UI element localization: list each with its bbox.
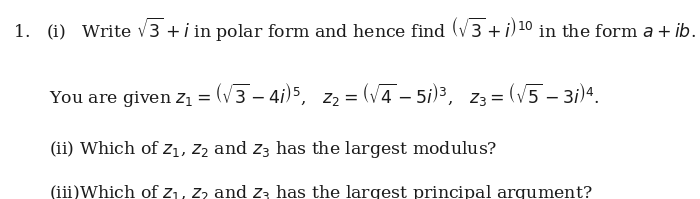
Text: 1.   (i)   Write $\sqrt{3}+i$ in polar form and hence find $\left(\sqrt{3}+i\rig: 1. (i) Write $\sqrt{3}+i$ in polar form … (13, 14, 696, 43)
Text: You are given $z_1 = \left(\sqrt{3}-4i\right)^{5}$,   $z_2 = \left(\sqrt{4}-5i\r: You are given $z_1 = \left(\sqrt{3}-4i\r… (49, 80, 600, 109)
Text: (iii)Which of $z_1$, $z_2$ and $z_3$ has the largest principal argument?: (iii)Which of $z_1$, $z_2$ and $z_3$ has… (49, 183, 592, 199)
Text: (ii) Which of $z_1$, $z_2$ and $z_3$ has the largest modulus?: (ii) Which of $z_1$, $z_2$ and $z_3$ has… (49, 139, 498, 160)
